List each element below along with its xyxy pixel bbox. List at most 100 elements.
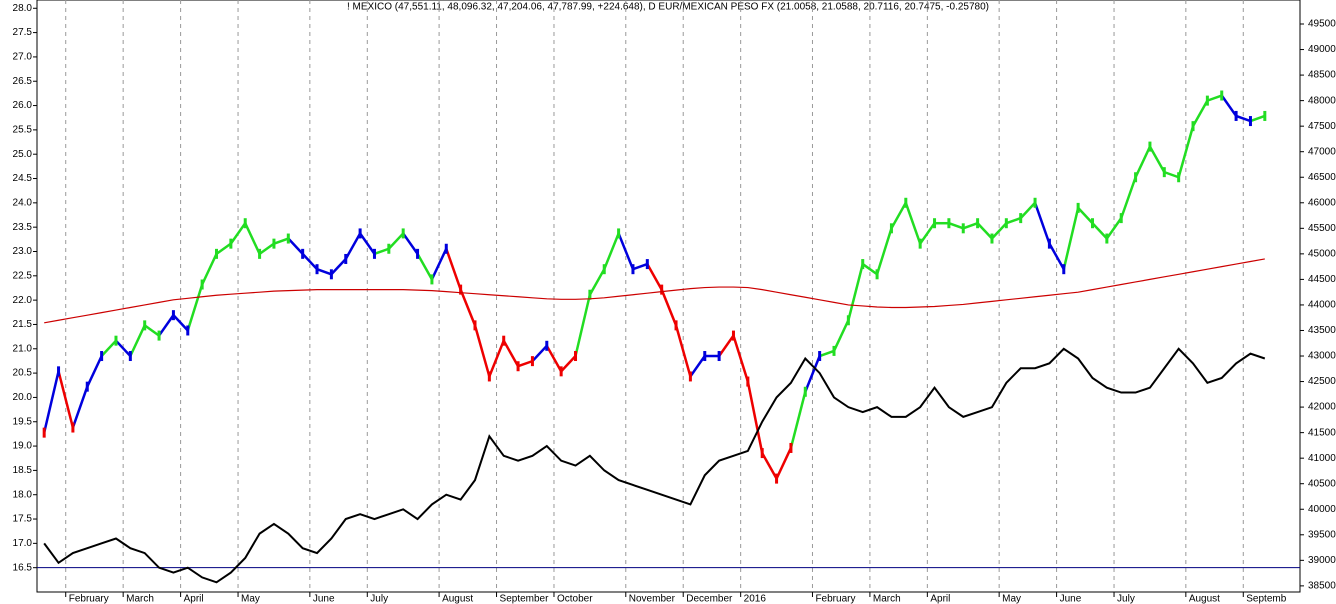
- y2-tick-label: 41500: [1308, 427, 1336, 438]
- y2-tick-label: 39500: [1308, 529, 1336, 540]
- y2-tick-label: 42500: [1308, 376, 1336, 387]
- price-segment: [416, 253, 434, 281]
- price-segment: [904, 202, 922, 245]
- price-segment: [215, 242, 232, 255]
- price-segment: [819, 349, 835, 358]
- price-bar: [1076, 202, 1080, 213]
- price-bar: [818, 351, 822, 362]
- price-bar: [473, 320, 477, 331]
- price-segment: [158, 314, 175, 337]
- y-tick-label: 24.0: [13, 197, 33, 208]
- price-bar: [961, 223, 965, 234]
- price-segment: [517, 359, 533, 368]
- price-bar: [502, 335, 506, 346]
- x-tick-label: February: [815, 594, 855, 604]
- price-bar: [329, 269, 333, 280]
- price-bar: [1090, 218, 1094, 229]
- price-segment: [287, 237, 304, 255]
- price-bar: [631, 264, 635, 275]
- y2-tick-label: 48000: [1308, 95, 1336, 106]
- y-tick-label: 25.5: [13, 125, 33, 136]
- price-bar: [444, 243, 448, 254]
- x-tick-label: May: [241, 594, 260, 604]
- price-bar: [272, 238, 276, 249]
- price-bar: [1248, 116, 1252, 127]
- price-bar: [746, 376, 750, 387]
- price-segment: [71, 386, 89, 428]
- price-bar: [1105, 233, 1109, 244]
- price-segment: [617, 232, 635, 270]
- price-bar: [861, 259, 865, 270]
- price-segment: [560, 355, 577, 373]
- price-segment: [1019, 201, 1036, 219]
- price-bar: [731, 330, 735, 341]
- price-bar: [344, 253, 348, 264]
- price-segment: [1206, 94, 1223, 102]
- y2-tick-label: 45000: [1308, 249, 1336, 260]
- price-segment: [115, 339, 132, 357]
- x-tick-label: April: [930, 594, 950, 604]
- price-bar: [1177, 172, 1181, 183]
- plot-frame: [36, 0, 1301, 593]
- price-segment: [1148, 145, 1166, 173]
- price-segment: [459, 289, 477, 326]
- price-segment: [588, 268, 606, 296]
- series-line: [44, 258, 1265, 324]
- price-bar: [904, 197, 908, 208]
- price-bar: [430, 274, 434, 285]
- price-bar: [487, 371, 491, 382]
- price-bar: [1033, 197, 1037, 208]
- price-bar: [559, 366, 563, 377]
- price-segment: [502, 340, 520, 367]
- price-segment: [890, 202, 907, 229]
- y-tick-label: 20.0: [13, 392, 33, 403]
- price-bar: [114, 335, 118, 346]
- x-tick-label: March: [126, 594, 154, 604]
- price-bar: [703, 351, 707, 362]
- y2-tick-label: 48500: [1308, 70, 1336, 81]
- price-bar: [875, 269, 879, 280]
- price-segment: [761, 452, 778, 480]
- price-segment: [1163, 170, 1180, 179]
- price-bar: [186, 325, 190, 336]
- price-segment: [374, 247, 390, 256]
- price-bar: [372, 248, 376, 259]
- price-segment: [258, 242, 275, 255]
- price-segment: [42, 371, 60, 433]
- y-tick-label: 27.0: [13, 52, 33, 63]
- price-bar: [459, 284, 463, 295]
- price-bar: [588, 289, 592, 300]
- price-segment: [244, 222, 261, 255]
- price-bar: [1062, 264, 1066, 275]
- price-segment: [1048, 243, 1065, 270]
- y-tick-label: 22.5: [13, 270, 33, 281]
- x-tick-label: September: [500, 594, 550, 604]
- price-segment: [430, 248, 448, 280]
- x-tick-label: 2016: [744, 594, 767, 604]
- y2-tick-label: 47500: [1308, 121, 1336, 132]
- price-bar: [530, 356, 534, 367]
- price-segment: [1062, 207, 1080, 270]
- price-bar: [947, 218, 951, 229]
- price-segment: [976, 222, 993, 240]
- price-bar: [358, 228, 362, 239]
- y-tick-label: 24.5: [13, 173, 33, 184]
- price-segment: [473, 325, 491, 377]
- price-bar: [243, 218, 247, 229]
- price-bar: [760, 448, 764, 459]
- price-segment: [632, 262, 648, 271]
- price-bar: [574, 351, 578, 362]
- price-bar: [286, 233, 290, 244]
- x-tick-label: October: [557, 594, 593, 604]
- price-segment: [1105, 217, 1123, 240]
- y-tick-label: 26.5: [13, 76, 33, 87]
- y-tick-label: 23.0: [13, 246, 33, 257]
- price-bar: [832, 345, 836, 356]
- price-bar: [889, 223, 893, 234]
- price-segment: [674, 325, 692, 377]
- y2-tick-label: 49000: [1308, 44, 1336, 55]
- y-tick-label: 18.0: [13, 489, 33, 500]
- price-segment: [387, 232, 405, 250]
- price-segment: [847, 263, 864, 321]
